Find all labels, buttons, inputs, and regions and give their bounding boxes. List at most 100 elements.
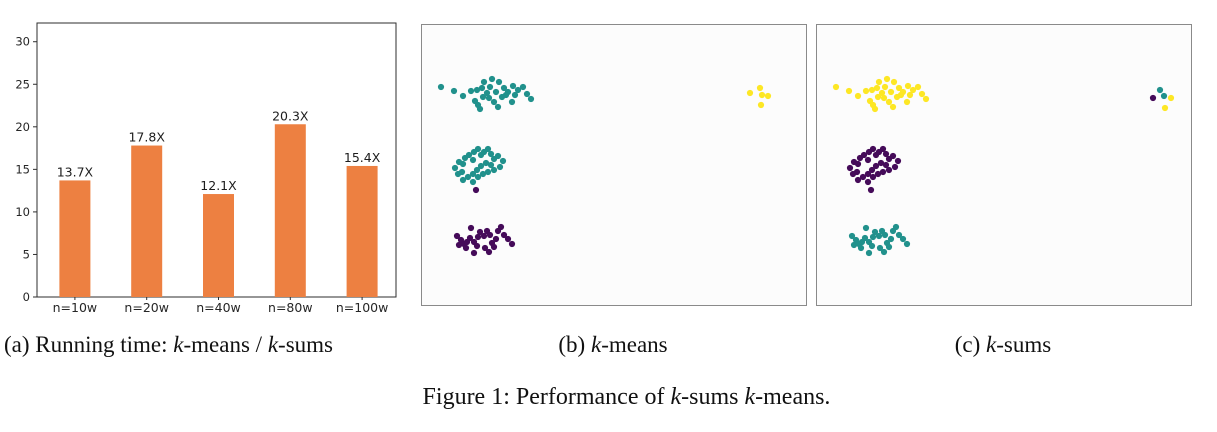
scatter-point-teal xyxy=(490,166,498,174)
bar-value-label: 13.7X xyxy=(57,164,94,179)
scatter-point-purple xyxy=(859,173,867,181)
bar xyxy=(203,194,234,297)
y-tick-label: 30 xyxy=(15,35,30,49)
scatter-point-purple xyxy=(470,249,478,257)
scatter-point-yellow xyxy=(871,105,879,113)
scatter-point-teal xyxy=(871,228,879,236)
scatter-point-teal xyxy=(490,98,498,106)
x-tick-label: n=10w xyxy=(53,300,98,315)
scatter-point-purple xyxy=(492,235,500,243)
scatter-kmeans-svg xyxy=(437,75,772,257)
scatter-point-yellow xyxy=(922,95,930,103)
scatter-point-purple xyxy=(882,150,890,158)
subcaption-b: (b) k-means xyxy=(421,332,805,358)
x-tick-label: n=40w xyxy=(196,300,241,315)
scatter-point-teal xyxy=(488,75,496,83)
scatter-point-teal xyxy=(495,78,503,86)
scatter-point-teal xyxy=(875,232,883,240)
scatter-ksums-panel xyxy=(816,24,1192,306)
scatter-point-teal xyxy=(903,240,911,248)
scatter-point-purple xyxy=(500,231,508,239)
scatter-point-purple xyxy=(853,168,861,176)
scatter-point-teal xyxy=(473,86,481,94)
scatter-point-purple xyxy=(889,152,897,160)
scatter-point-teal xyxy=(459,160,467,168)
scatter-point-yellow xyxy=(874,93,882,101)
scatter-point-yellow xyxy=(873,84,881,92)
scatter-point-teal xyxy=(473,166,481,174)
scatter-point-purple xyxy=(882,161,890,169)
scatter-point-teal xyxy=(499,157,507,165)
caption-text: -means xyxy=(601,332,668,357)
scatter-point-teal xyxy=(858,238,866,246)
scatter-point-yellow xyxy=(756,84,764,92)
scatter-point-purple xyxy=(854,160,862,168)
y-tick-label: 15 xyxy=(15,162,30,176)
caption-text: (c) xyxy=(954,332,987,357)
bar-chart-svg: 0 5 10 15 20 25 30 13.7X n=10w 17.8X n=20w 12.1X n=4… xyxy=(15,22,397,315)
scatter-point-yellow xyxy=(758,91,766,99)
bar-chart-panel: 0 5 10 15 20 25 30 13.7X n=10w 17.8X n=20w 12.1X n=4… xyxy=(0,0,412,322)
scatter-point-yellow xyxy=(903,98,911,106)
scatter-point-teal xyxy=(477,162,485,170)
scatter-point-yellow xyxy=(746,89,754,97)
scatter-point-teal xyxy=(862,224,870,232)
scatter-point-purple xyxy=(508,240,516,248)
scatter-point-teal xyxy=(500,84,508,92)
scatter-point-purple xyxy=(467,224,475,232)
scatter-point-yellow xyxy=(885,98,893,106)
scatter-point-purple xyxy=(891,163,899,171)
scatter-point-teal xyxy=(469,156,477,164)
scatter-point-teal xyxy=(523,90,531,98)
scatter-point-teal xyxy=(514,86,522,94)
scatter-point-purple xyxy=(472,186,480,194)
scatter-point-teal xyxy=(850,241,858,249)
x-tick-label: n=100w xyxy=(336,300,388,315)
scatter-point-teal xyxy=(895,231,903,239)
scatter-point-teal xyxy=(474,145,482,153)
scatter-point-teal xyxy=(865,249,873,257)
caption-text: k xyxy=(744,384,756,410)
scatter-point-teal xyxy=(459,92,467,100)
scatter-ksums-svg xyxy=(832,75,1175,257)
y-tick-label: 0 xyxy=(23,290,30,304)
scatter-point-teal xyxy=(487,150,495,158)
subcaption-c: (c) k-sums xyxy=(816,332,1190,358)
caption-text: Figure 1: Performance of xyxy=(422,384,671,410)
scatter-point-yellow xyxy=(895,84,903,92)
scatter-point-purple xyxy=(885,166,893,174)
scatter-point-teal xyxy=(480,78,488,86)
scatter-point-teal xyxy=(868,242,876,250)
scatter-point-purple xyxy=(473,242,481,250)
scatter-point-teal xyxy=(483,89,491,97)
caption-text: k xyxy=(986,332,997,357)
scatter-point-purple xyxy=(894,157,902,165)
scatter-point-purple xyxy=(486,231,494,239)
scatter-point-teal xyxy=(509,82,517,90)
scatter-point-teal xyxy=(487,161,495,169)
scatter-point-purple xyxy=(879,145,887,153)
bar xyxy=(59,180,91,297)
scatter-point-purple xyxy=(474,233,482,241)
scatter-point-yellow xyxy=(878,89,886,97)
scatter-point-teal xyxy=(880,248,888,256)
bar xyxy=(131,145,163,297)
scatter-point-teal xyxy=(437,83,445,91)
y-tick-label: 10 xyxy=(15,205,30,219)
scatter-point-teal xyxy=(478,84,486,92)
scatter-point-purple xyxy=(846,164,854,172)
scatter-point-yellow xyxy=(854,92,862,100)
scatter-point-purple xyxy=(1149,94,1157,102)
caption-text: k xyxy=(670,384,682,410)
y-tick-label: 25 xyxy=(15,77,30,91)
scatter-point-purple xyxy=(481,244,489,252)
subcaption-a: (a) Running time: k-means / k-sums xyxy=(4,332,333,358)
scatter-point-purple xyxy=(872,162,880,170)
scatter-point-teal xyxy=(885,243,893,251)
bar-value-label: 17.8X xyxy=(128,130,165,145)
scatter-point-teal xyxy=(899,235,907,243)
caption-text: -means. xyxy=(755,384,831,410)
scatter-point-teal xyxy=(465,151,473,159)
scatter-point-yellow xyxy=(889,103,897,111)
scatter-point-purple xyxy=(874,170,882,178)
